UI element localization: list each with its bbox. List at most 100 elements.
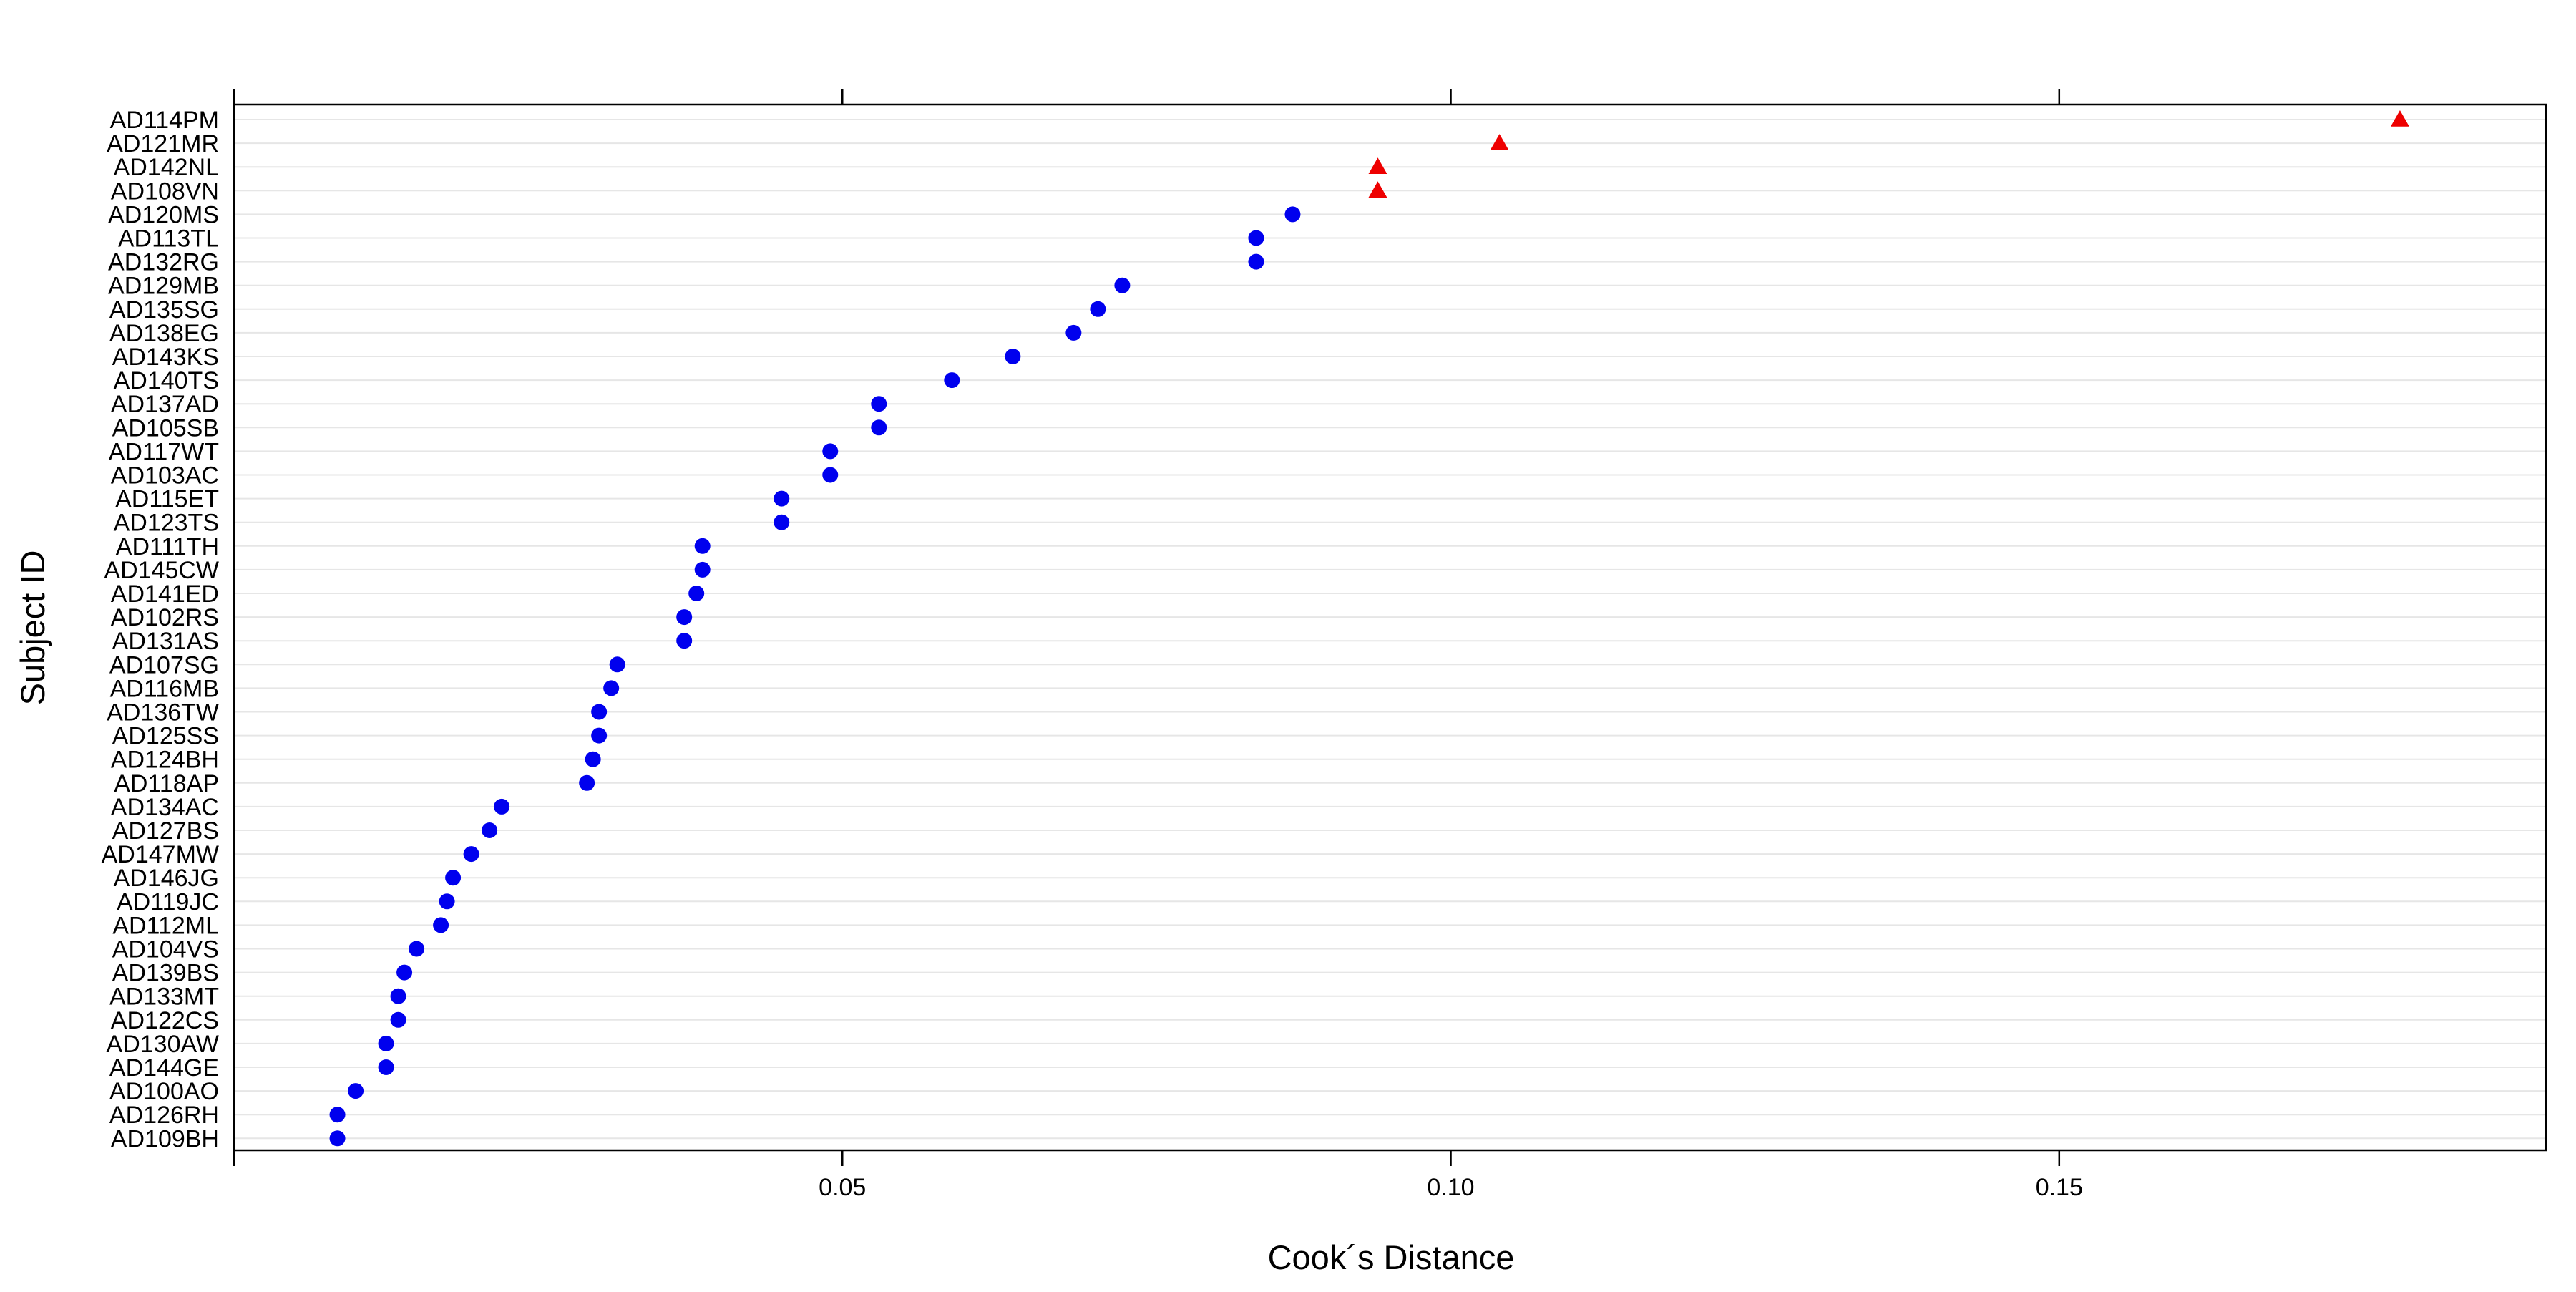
data-point [676,609,693,626]
y-tick-label: AD130AW [107,1031,219,1058]
y-tick-label: AD104VS [112,936,219,963]
y-tick-label: AD102RS [111,604,219,631]
data-point [603,680,620,696]
data-point [591,704,608,720]
y-tick-label: AD118AP [114,770,219,797]
y-tick-label: AD125SS [112,723,219,750]
y-tick-label: AD120MS [108,201,219,228]
y-tick-label: AD141ED [111,581,219,608]
data-point [396,964,413,981]
data-point [463,846,479,863]
data-point [871,396,887,412]
data-point [348,1083,364,1099]
y-tick-label: AD111TH [116,533,219,560]
data-point [591,727,608,744]
y-tick-label: AD112ML [112,912,219,939]
y-tick-label: AD123TS [114,510,219,537]
y-tick-label: AD115ET [115,486,219,513]
data-point [439,893,455,910]
data-point [1114,277,1131,293]
y-tick-label: AD100AO [109,1078,219,1105]
outlier-point [2390,110,2409,127]
y-tick-label: AD142NL [114,154,219,181]
data-point [585,751,601,767]
data-points [329,110,2409,1147]
y-axis-title: Subject ID [14,550,52,706]
y-tick-label: AD126RH [109,1102,219,1129]
data-point [1090,301,1106,317]
x-axis-title: Cook´s Distance [1268,1238,1515,1276]
y-tick-label: AD108VN [111,178,219,205]
grid-layer [234,119,2546,1140]
y-tick-label: AD124BH [111,747,219,774]
data-point [482,822,498,838]
y-tick-label: AD116MB [110,675,219,702]
data-point [1284,206,1301,223]
y-tick-label: AD117WT [109,438,219,465]
data-point [609,656,625,673]
y-tick-label: AD129MB [108,273,219,300]
data-point [944,372,960,389]
data-point [774,490,790,507]
y-tick-labels: AD114PMAD121MRAD142NLAD108VNAD120MSAD113… [102,107,219,1152]
y-tick-label: AD143KS [112,344,219,371]
data-point [445,870,462,886]
y-tick-label: AD105SB [112,414,219,442]
y-tick-label: AD140TS [114,367,219,394]
y-tick-label: AD122CS [111,1007,219,1034]
y-tick-label: AD121MR [107,130,219,157]
y-tick-label: AD133MT [109,983,219,1011]
outlier-point [1368,157,1387,174]
y-tick-label: AD131AS [112,628,219,655]
data-point [390,988,406,1004]
x-tick-label: 0.10 [1427,1174,1474,1201]
y-tick-label: AD113TL [118,225,219,253]
y-tick-label: AD107SG [109,651,219,679]
data-point [1065,324,1082,341]
data-point [694,561,711,578]
y-tick-label: AD119JC [117,888,219,915]
data-point [409,941,425,957]
data-point [822,443,839,460]
data-point [329,1130,346,1147]
data-point [774,514,790,530]
y-tick-label: AD109BH [111,1125,219,1152]
data-point [494,798,510,815]
x-tick-label: 0.05 [819,1174,866,1201]
data-point [378,1035,394,1051]
data-point [688,586,705,601]
data-point [1248,253,1264,270]
y-tick-label: AD135SG [109,296,219,324]
y-tick-label: AD147MW [102,841,219,868]
data-point [822,467,839,483]
outlier-point [1490,134,1509,150]
data-point [1248,230,1264,246]
plot-frame [233,103,2547,1152]
y-tick-label: AD136TW [107,699,219,727]
outlier-point [1368,181,1387,198]
data-point [676,633,693,649]
data-point [1005,349,1021,364]
data-point [433,917,449,933]
data-point [579,774,595,791]
y-tick-label: AD138EG [109,320,219,347]
data-point [329,1107,346,1123]
y-tick-label: AD139BS [112,960,219,987]
data-point [378,1059,394,1075]
data-point [694,538,711,554]
y-tick-label: AD144GE [109,1054,219,1082]
y-tick-label: AD132RG [108,249,219,276]
y-tick-label: AD146JG [114,865,219,892]
y-tick-label: AD127BS [112,817,219,845]
y-tick-label: AD114PM [110,107,219,134]
x-tick-label: 0.15 [2036,1174,2083,1201]
y-tick-label: AD134AC [111,794,219,821]
data-point [871,419,887,436]
data-point [390,1011,406,1028]
y-tick-label: AD103AC [111,462,219,490]
axis-layer: 0.05 0.10 0.15 [233,89,2547,1201]
y-tick-label: AD137AD [111,391,219,418]
y-tick-label: AD145CW [104,557,219,584]
